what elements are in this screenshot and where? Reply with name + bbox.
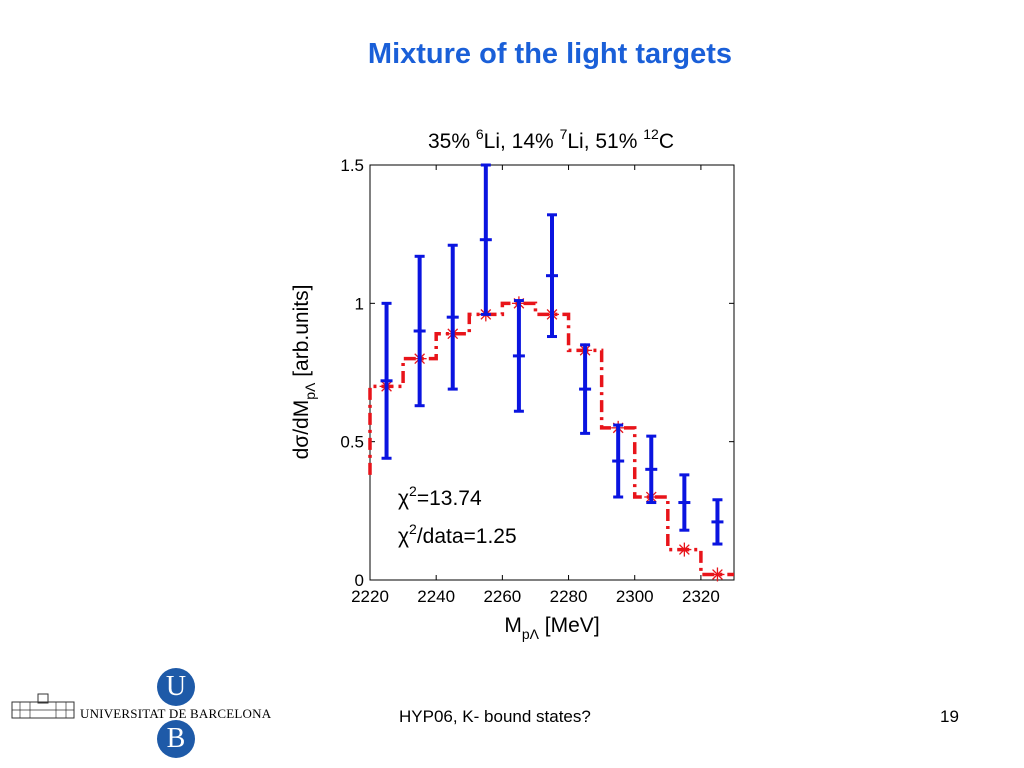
data-point — [479, 163, 492, 316]
data-point — [446, 243, 459, 391]
university-logo-b: B — [157, 720, 195, 758]
data-point — [612, 423, 625, 499]
data-point — [579, 343, 592, 435]
data-point — [512, 299, 525, 413]
x-tick-label: 2300 — [616, 587, 654, 606]
chi2-per-data-annotation: χ2/data=1.25 — [398, 521, 517, 548]
model-point — [677, 542, 692, 557]
data-point — [678, 473, 691, 532]
data-point — [380, 301, 393, 460]
x-axis-label: MpΛ [MeV] — [504, 614, 599, 642]
x-tick-label: 2260 — [483, 587, 521, 606]
chart-title: 35% 6Li, 14% 7Li, 51% 12C — [428, 126, 674, 153]
page-number: 19 — [940, 707, 959, 726]
x-tick-label: 2220 — [351, 587, 389, 606]
x-tick-label: 2280 — [550, 587, 588, 606]
x-tick-label: 2320 — [682, 587, 720, 606]
x-tick-label: 2240 — [417, 587, 455, 606]
data-point — [711, 498, 724, 546]
university-logo-text: UNIVERSITAT DE BARCELONA — [80, 706, 272, 721]
model-step-line — [368, 301, 734, 577]
y-tick-label: 0.5 — [340, 433, 364, 452]
university-building-icon — [11, 693, 75, 719]
y-tick-label: 1 — [355, 294, 364, 313]
x-axis: 2220 2240 2260 2280 2300 2320 — [351, 165, 720, 606]
y-tick-label: 0 — [355, 571, 364, 590]
data-point — [645, 434, 658, 505]
data-series — [380, 163, 724, 546]
university-logo-u: U — [157, 668, 195, 706]
data-point — [546, 213, 558, 339]
data-point — [413, 254, 426, 408]
y-tick-label: 1.5 — [340, 156, 364, 175]
y-axis: 0 0.5 1 1.5 — [340, 156, 734, 590]
y-axis-label: dσ/dMpΛ [arb.units] — [290, 285, 318, 460]
footer-caption: HYP06, K- bound states? — [399, 707, 591, 726]
slide-title: Mixture of the light targets — [367, 38, 733, 70]
model-point — [710, 567, 725, 582]
chi2-annotation: χ2=13.74 — [398, 483, 482, 510]
